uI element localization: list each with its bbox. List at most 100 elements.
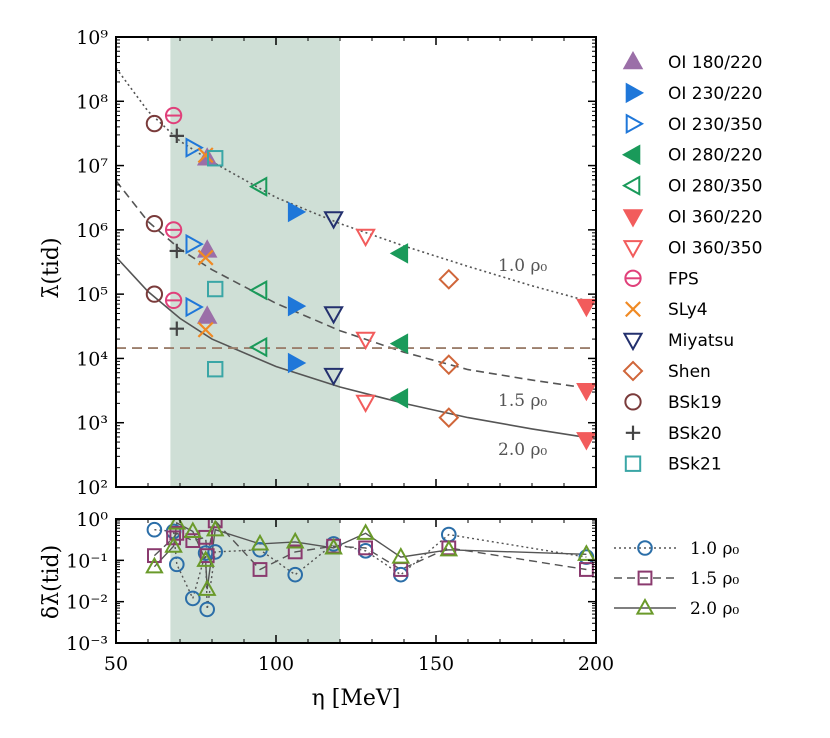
legend-marker-miyatsu — [622, 332, 644, 352]
legend-label-oi-360-220: OI 360/220 — [668, 208, 762, 228]
top-y-tick-label: 10² — [76, 477, 108, 499]
top-y-tick-label: 10⁴ — [76, 348, 108, 370]
point-oi-230-350-1 — [185, 137, 204, 158]
point-oi-280-220-1 — [389, 243, 409, 264]
point-oi-180-220-3 — [196, 305, 218, 324]
point-bsk20-3 — [169, 321, 184, 336]
bottom-point-1-4 — [185, 590, 201, 607]
bottom-point-1-5 — [197, 545, 214, 561]
bottom-legend: 1.0 ρ₀ 1.5 ρ₀ 2.0 ρ₀ — [614, 539, 739, 619]
legend-label-oi-360-350: OI 360/350 — [668, 238, 762, 258]
bottom-point-1-3 — [169, 556, 185, 573]
legend-label-oi-280-350: OI 280/350 — [668, 177, 762, 197]
point-oi-280-350-2 — [248, 279, 268, 301]
bottom-point-3-1 — [145, 556, 164, 574]
legend-marker-sly4 — [625, 301, 641, 318]
point-oi-280-220-3 — [389, 388, 409, 409]
top-panel: 10² 10³ 10⁴ 10⁵ 10⁶ 10⁷ 10⁸ 10⁹ 1.0 ρ₀ 1.5 ρ₀ 2… — [39, 27, 597, 499]
point-oi-230-350-3 — [185, 296, 204, 318]
bottom-point-2-11 — [358, 540, 374, 556]
bottom-y-tick-label: 10⁻¹ — [66, 550, 108, 572]
bottom-point-3-12 — [391, 547, 411, 564]
bottom-legend-label-1: 1.0 ρ₀ — [690, 539, 739, 559]
bottom-point-3-4 — [183, 521, 203, 539]
top-y-tick-label: 10⁶ — [76, 220, 108, 242]
bottom-point-2-6 — [199, 548, 215, 564]
bottom-y-tick-label: 10⁻² — [66, 592, 108, 614]
theory-curve-3 — [116, 256, 596, 440]
curve-label-2: 1.5 ρ₀ — [498, 391, 547, 411]
point-oi-230-220-3 — [287, 352, 307, 374]
bottom-point-2-2 — [166, 530, 181, 546]
point-miyatsu-3 — [323, 367, 344, 387]
bottom-legend-label-3: 2.0 ρ₀ — [690, 599, 739, 619]
point-bsk21-2 — [207, 280, 224, 298]
legend-label-oi-230-220: OI 230/220 — [668, 84, 762, 104]
bottom-panel: 10⁻³ 10⁻² 10⁻¹ 10⁰ 50 100 150 200 δλ̄(tid) η [M… — [39, 509, 614, 711]
top-y-axis-label: λ̄(tid) — [39, 237, 64, 298]
bottom-axis-ticks: 10⁻³ 10⁻² 10⁻¹ 10⁰ 50 100 150 200 — [66, 509, 614, 675]
bottom-point-3-2 — [164, 536, 183, 553]
point-oi-360-220-3 — [576, 432, 596, 451]
bottom-y-tick-label: 10⁰ — [76, 509, 108, 531]
legend-marker-oi-280-350 — [621, 175, 641, 196]
legend-label-fps: FPS — [668, 269, 699, 289]
top-y-tick-label: 10⁸ — [76, 91, 108, 113]
top-markers — [145, 106, 596, 451]
top-y-tick-label: 10⁷ — [76, 156, 108, 178]
point-fps-3 — [164, 291, 183, 310]
point-bsk19-3 — [145, 285, 164, 303]
legend-marker-oi-360-350 — [622, 240, 644, 259]
legend-marker-fps — [624, 269, 642, 287]
point-oi-360-350-1 — [355, 228, 376, 248]
bottom-point-2-3 — [169, 525, 185, 541]
point-oi-360-220-2 — [576, 382, 596, 402]
legend-marker-oi-230-350 — [625, 113, 645, 135]
top-y-tick-label: 10³ — [76, 413, 108, 435]
point-bsk20-1 — [169, 128, 184, 144]
point-bsk19-1 — [145, 114, 164, 133]
top-y-tick-label: 10⁵ — [76, 284, 108, 306]
legend-label-oi-280-220: OI 280/220 — [668, 146, 762, 166]
point-oi-360-350-2 — [355, 331, 376, 351]
legend-marker-bsk21 — [624, 455, 642, 472]
bottom-point-1-7 — [207, 544, 223, 560]
point-oi-280-220-2 — [389, 333, 409, 354]
legend-marker-oi-360-220 — [622, 209, 644, 228]
bottom-point-3-14 — [577, 544, 596, 561]
bottom-y-tick-label: 10⁻³ — [66, 633, 108, 655]
point-sly4-3 — [197, 321, 214, 338]
legend-marker-shen — [622, 360, 644, 382]
top-shaded-region — [170, 37, 340, 487]
x-tick-label: 50 — [104, 653, 128, 675]
point-oi-230-220-2 — [287, 295, 307, 317]
point-miyatsu-1 — [323, 211, 344, 230]
legend-marker-bsk19 — [624, 393, 642, 411]
bottom-y-axis-label: δλ̄(tid) — [39, 545, 64, 619]
x-tick-label: 100 — [258, 653, 294, 675]
bottom-point-3-9 — [285, 531, 305, 549]
bottom-point-3-7 — [205, 519, 225, 537]
bottom-point-3-11 — [356, 523, 375, 540]
point-shen-2 — [438, 354, 460, 376]
bottom-point-2-8 — [252, 562, 268, 577]
legend-label-bsk20: BSk20 — [668, 424, 722, 444]
legend-marker-oi-180-220 — [622, 50, 644, 70]
bottom-point-1-6 — [199, 601, 215, 618]
curve-label-3: 2.0 ρ₀ — [498, 440, 547, 460]
legend-marker-oi-280-220 — [621, 144, 641, 165]
point-oi-280-350-1 — [248, 176, 268, 197]
theory-curve-2 — [116, 180, 596, 391]
bottom-point-2-9 — [287, 544, 303, 560]
bottom-line-3 — [153, 521, 587, 590]
point-oi-230-220-1 — [287, 201, 307, 223]
legend-label-sly4: SLy4 — [668, 300, 708, 320]
legend-label-bsk19: BSk19 — [668, 393, 722, 413]
legend-label-bsk21: BSk21 — [668, 455, 722, 475]
point-bsk20-2 — [169, 243, 184, 259]
legend-marker-bsk20 — [625, 425, 641, 440]
bottom-legend-marker-2 — [637, 570, 653, 586]
bottom-point-3-13 — [439, 539, 459, 557]
bottom-legend-marker-3 — [635, 597, 655, 615]
